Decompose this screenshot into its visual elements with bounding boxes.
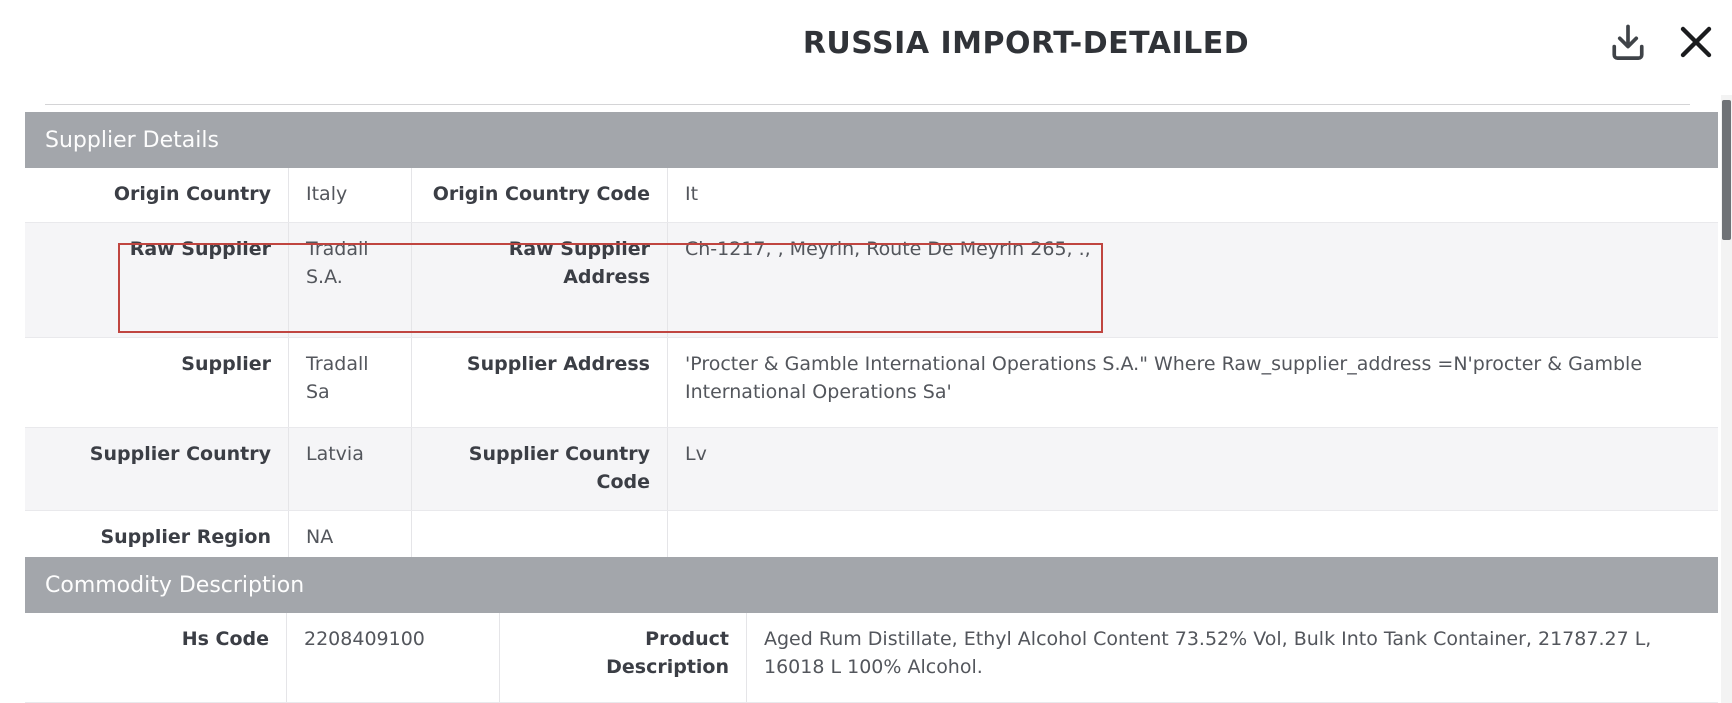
supplier-details-table: Origin Country Italy Origin Country Code… (25, 168, 1718, 566)
field-label: Supplier (25, 337, 289, 427)
field-label: Raw Supplier Address (412, 222, 668, 337)
field-value: Tradall Sa (289, 337, 412, 427)
field-value: Lv (685, 442, 707, 465)
field-value: Aged Rum Distillate, Ethyl Alcohol Conte… (764, 628, 1652, 678)
field-value: 'Procter & Gamble International Operatio… (685, 352, 1643, 403)
section-header-supplier-details: Supplier Details (25, 112, 1718, 168)
field-label: Supplier Address (412, 337, 668, 427)
field-label: Supplier Region (25, 510, 289, 565)
modal-header-actions (1606, 18, 1720, 69)
field-label: Supplier Country (25, 427, 289, 510)
field-label: Origin Country (25, 168, 289, 222)
table-row: Supplier Tradall Sa Supplier Address 'Pr… (25, 337, 1718, 428)
section-title: Supplier Details (45, 127, 219, 153)
field-label: Product Description (500, 613, 747, 702)
commodity-description-section: Commodity Description Hs Code 2208409100… (25, 557, 1718, 703)
field-label (412, 510, 668, 565)
scrollbar-thumb[interactable] (1722, 100, 1731, 240)
supplier-details-section: Supplier Details Origin Country Italy Or… (25, 112, 1718, 566)
close-button[interactable] (1672, 18, 1720, 69)
content-top-divider (45, 104, 1690, 105)
download-button[interactable] (1606, 20, 1650, 67)
field-label: Raw Supplier (25, 222, 289, 337)
field-value: Italy (289, 168, 412, 222)
table-row: Origin Country Italy Origin Country Code… (25, 168, 1718, 223)
field-label: Origin Country Code (412, 168, 668, 222)
section-title: Commodity Description (45, 572, 305, 598)
field-label: Hs Code (25, 613, 287, 702)
download-icon (1606, 20, 1650, 67)
field-value: 2208409100 (287, 613, 500, 702)
field-label: Supplier Country Code (412, 427, 668, 510)
table-row-highlighted: Raw Supplier Tradall S.A. Raw Supplier A… (25, 222, 1718, 338)
section-header-commodity-description: Commodity Description (25, 557, 1718, 613)
field-value: It (685, 183, 699, 205)
table-row: Supplier Country Latvia Supplier Country… (25, 427, 1718, 511)
field-value: Tradall S.A. (289, 222, 412, 337)
page-title: RUSSIA IMPORT-DETAILED (802, 26, 1250, 61)
table-row: Hs Code 2208409100 Product Description A… (25, 613, 1718, 703)
field-value: Latvia (289, 427, 412, 510)
close-icon (1672, 18, 1720, 69)
field-value: NA (289, 510, 412, 565)
scrollbar[interactable] (1721, 95, 1732, 703)
field-value: Ch-1217, , Meyrin, Route De Meyrin 265, … (685, 237, 1091, 260)
commodity-description-table: Hs Code 2208409100 Product Description A… (25, 613, 1718, 703)
